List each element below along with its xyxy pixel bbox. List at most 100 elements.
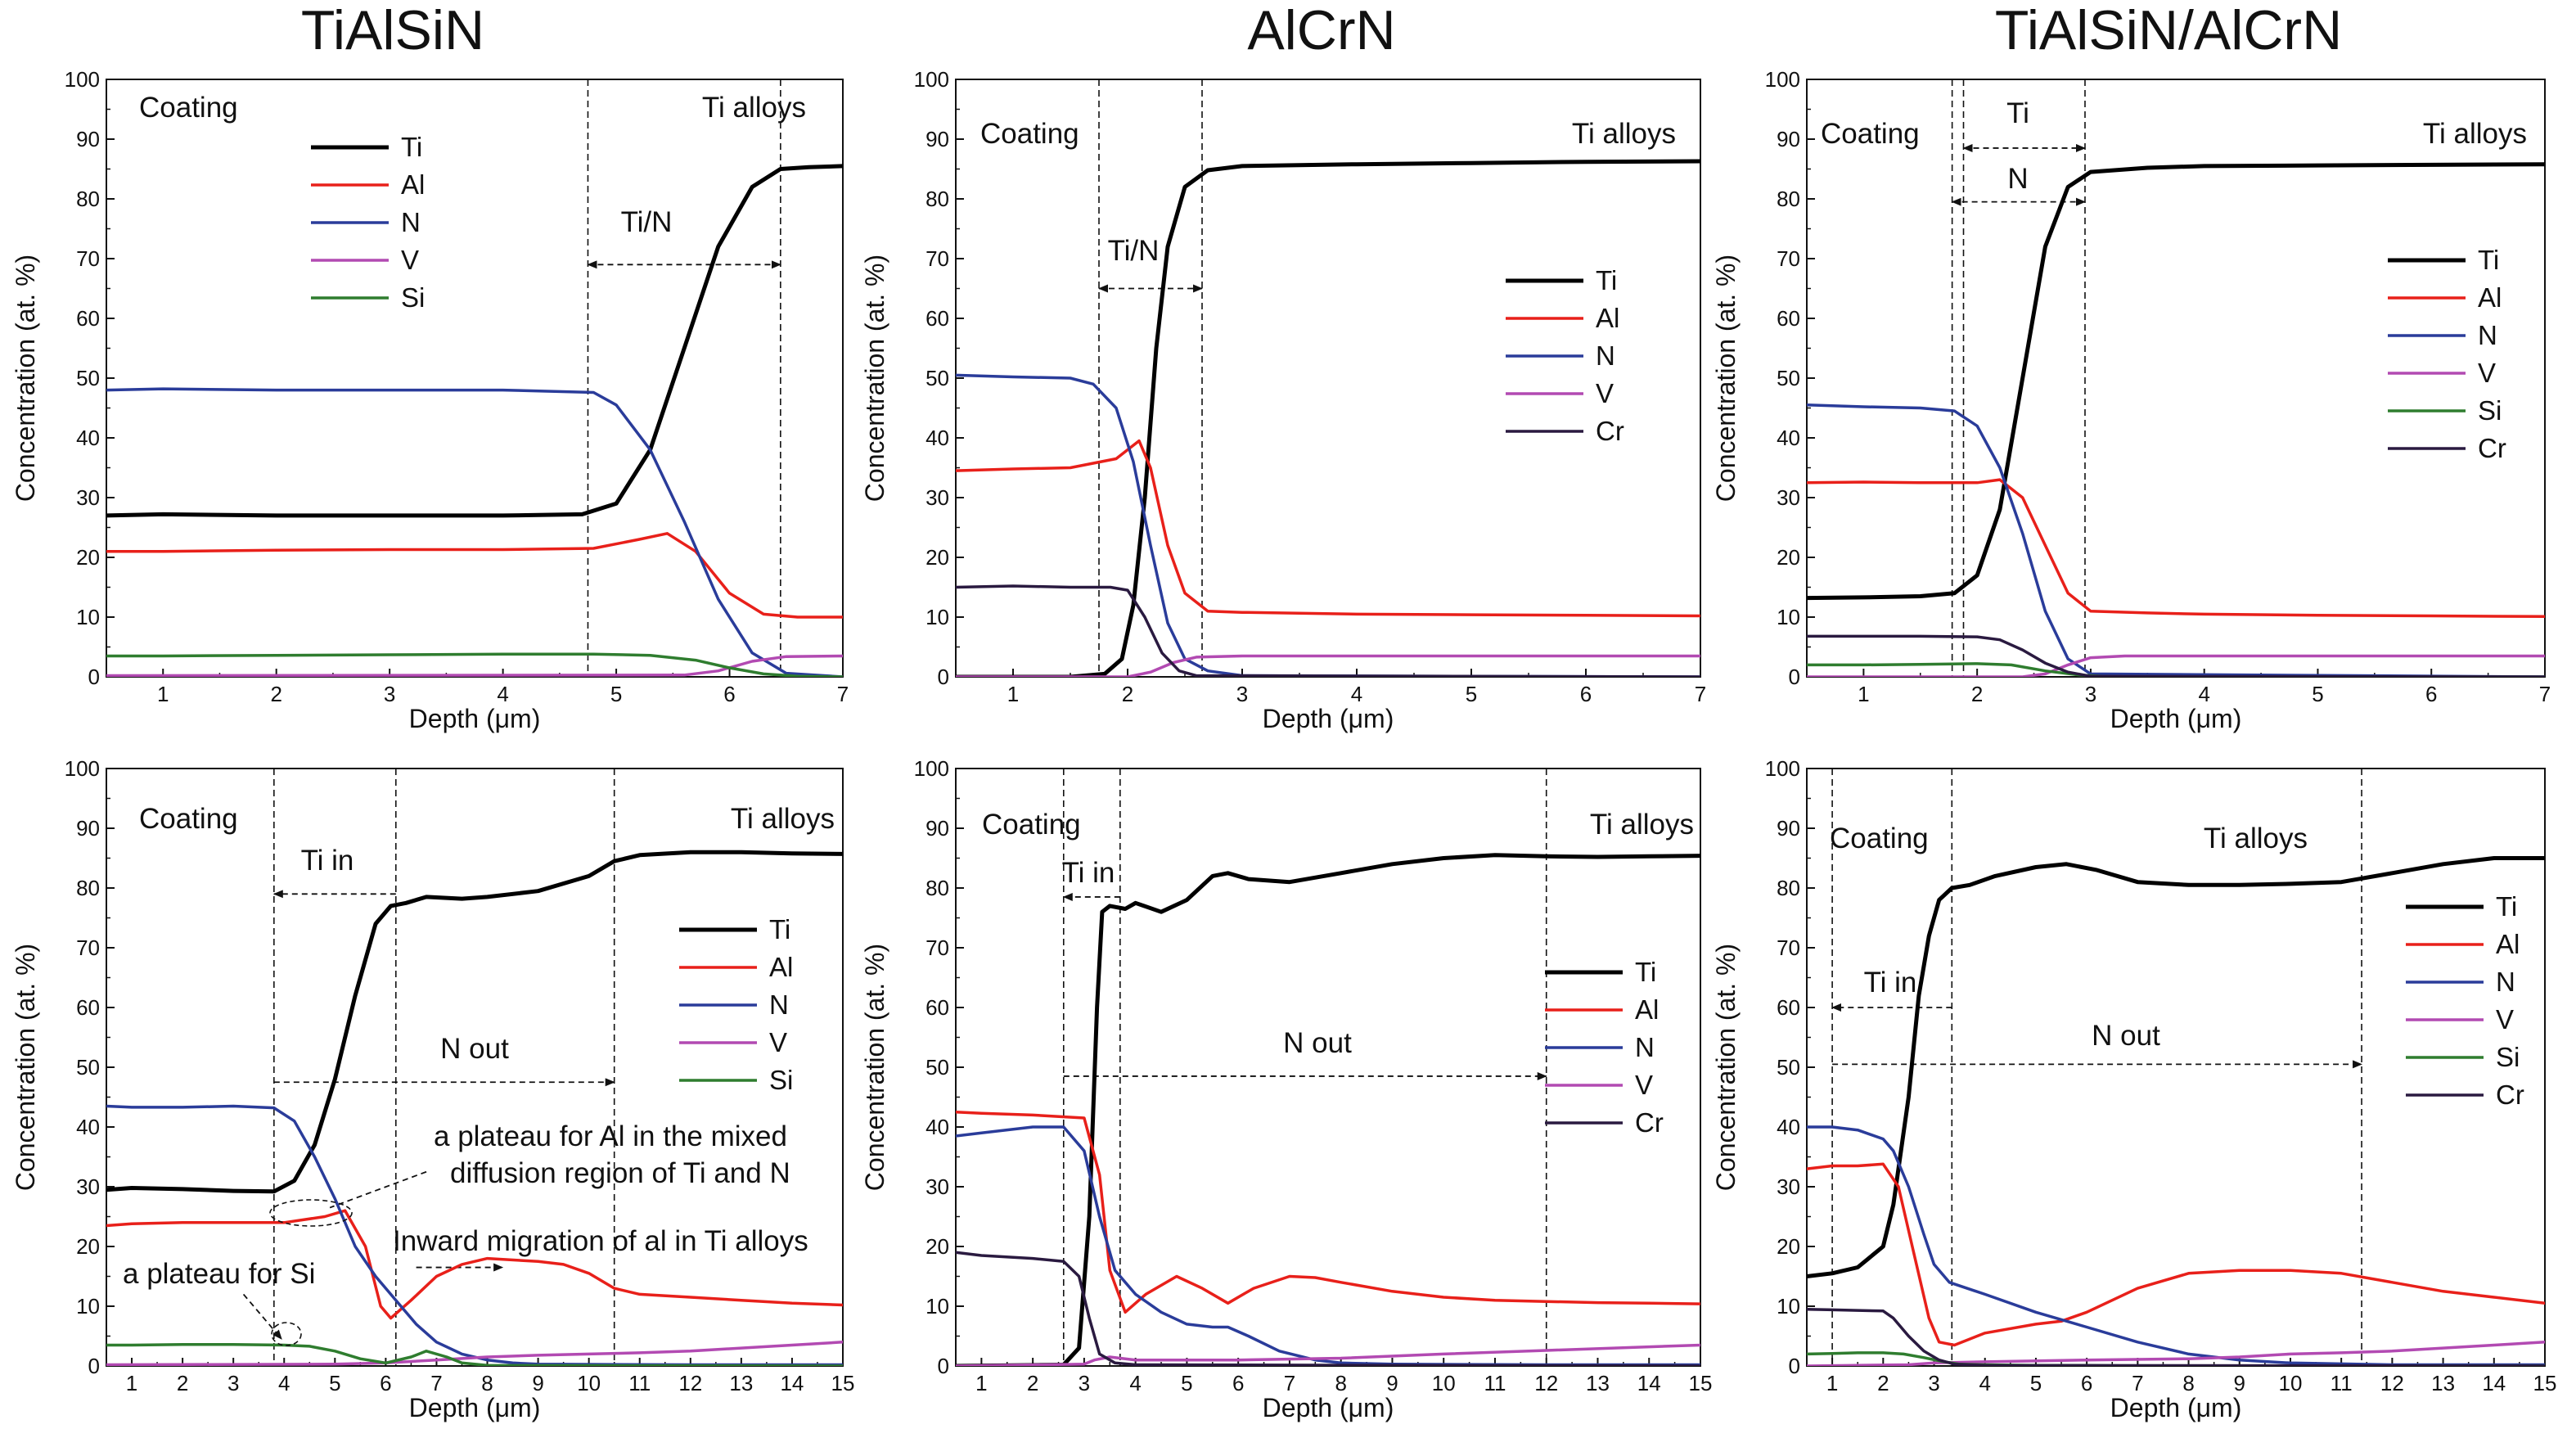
- y-tick-label: 80: [925, 187, 949, 211]
- y-tick-label: 30: [76, 1174, 100, 1199]
- x-axis-label: Depth (μm): [409, 704, 541, 733]
- y-tick-label: 20: [76, 545, 100, 570]
- x-tick-label: 5: [1466, 682, 1477, 706]
- x-tick-label: 3: [384, 682, 395, 706]
- legend-label-n: N: [2478, 320, 2497, 350]
- y-tick-label: 0: [88, 1354, 100, 1378]
- series-line-ti: [956, 159, 1700, 677]
- x-tick-label: 5: [329, 1371, 340, 1395]
- x-tick-label: 10: [577, 1371, 601, 1395]
- legend-label-ti: Ti: [1596, 265, 1617, 295]
- y-tick-label: 30: [1777, 485, 1800, 510]
- x-tick-label: 12: [678, 1371, 702, 1395]
- legend-label-v: V: [401, 245, 419, 275]
- series-line-cr: [1807, 1307, 2545, 1366]
- x-tick-label: 10: [2279, 1371, 2303, 1395]
- y-tick-label: 40: [925, 426, 949, 450]
- y-tick-label: 100: [65, 67, 100, 92]
- legend-label-al: Al: [2478, 282, 2502, 313]
- x-tick-label: 2: [270, 682, 281, 706]
- series-line-ti: [106, 850, 843, 1194]
- series-line-si: [106, 1342, 843, 1366]
- series-line-cr: [956, 1251, 1700, 1366]
- x-axis-label: Depth (μm): [2110, 1393, 2242, 1422]
- x-tick-label: 2: [177, 1371, 188, 1395]
- annotation-text: Ti alloys: [731, 803, 835, 835]
- y-tick-label: 50: [925, 1055, 949, 1080]
- annotation-text: Ti: [2006, 97, 2029, 129]
- x-tick-label: 13: [2431, 1371, 2455, 1395]
- x-tick-label: 15: [2533, 1371, 2557, 1395]
- x-tick-label: 11: [628, 1371, 651, 1395]
- y-tick-label: 90: [76, 127, 100, 151]
- x-tick-label: 4: [1129, 1371, 1141, 1395]
- series-group: [956, 159, 1700, 677]
- x-axis-label: Depth (μm): [409, 1393, 541, 1422]
- y-tick-label: 60: [925, 306, 949, 331]
- series-line-n: [956, 373, 1700, 677]
- x-tick-label: 3: [227, 1371, 239, 1395]
- annotation-text: N out: [440, 1033, 509, 1065]
- legend-label-n: N: [2496, 967, 2515, 997]
- annotation-text: Coating: [139, 92, 238, 124]
- series-line-al: [1807, 478, 2545, 619]
- x-tick-label: 1: [1858, 682, 1869, 706]
- y-tick-label: 100: [1765, 756, 1800, 781]
- annotation-text: Ti/N: [1108, 235, 1160, 267]
- y-axis-label: Concentration (at. %): [860, 255, 889, 502]
- x-tick-label: 5: [610, 682, 622, 706]
- series-line-cr: [956, 584, 1700, 677]
- y-tick-label: 100: [914, 756, 949, 781]
- annotation-text: Coating: [980, 118, 1079, 150]
- annotation-text: N: [2007, 163, 2028, 195]
- y-tick-label: 50: [1777, 1055, 1800, 1080]
- y-tick-label: 90: [925, 127, 949, 151]
- annotation-text: Ti alloys: [1572, 118, 1676, 150]
- x-tick-label: 7: [837, 682, 849, 706]
- y-tick-label: 30: [76, 485, 100, 510]
- x-tick-label: 2: [1877, 1371, 1889, 1395]
- legend-label-ti: Ti: [401, 132, 422, 162]
- y-tick-label: 80: [1777, 187, 1800, 211]
- legend-label-ti: Ti: [1635, 957, 1656, 987]
- x-tick-label: 4: [1351, 682, 1362, 706]
- y-tick-label: 80: [76, 187, 100, 211]
- x-tick-label: 8: [1335, 1371, 1346, 1395]
- legend-label-v: V: [2496, 1004, 2514, 1035]
- y-axis-label: Concentration (at. %): [11, 255, 40, 502]
- series-line-v: [956, 654, 1700, 677]
- x-tick-label: 4: [2198, 682, 2209, 706]
- y-tick-label: 10: [925, 605, 949, 629]
- y-axis-label: Concentration (at. %): [860, 944, 889, 1191]
- x-tick-label: 4: [497, 682, 508, 706]
- annotation-text: Ti/N: [621, 206, 673, 238]
- annotation-text: diffusion region of Ti and N: [450, 1157, 790, 1189]
- series-line-n: [106, 387, 843, 677]
- x-axis-label: Depth (μm): [1263, 1393, 1394, 1422]
- x-tick-label: 9: [532, 1371, 543, 1395]
- x-tick-label: 12: [1534, 1371, 1558, 1395]
- legend-label-si: Si: [401, 282, 425, 313]
- x-tick-label: 1: [975, 1371, 987, 1395]
- series-line-al: [956, 439, 1700, 618]
- series-line-al: [956, 1111, 1700, 1314]
- annotation-arrow: [329, 1170, 427, 1209]
- x-axis-label: Depth (μm): [2110, 704, 2242, 733]
- y-tick-label: 100: [914, 67, 949, 92]
- x-tick-label: 11: [2331, 1371, 2353, 1395]
- legend-label-cr: Cr: [2478, 433, 2506, 463]
- panel-title: AlCrN: [1247, 0, 1395, 61]
- annotation-text: Ti in: [1062, 857, 1115, 889]
- y-tick-label: 80: [1777, 876, 1800, 900]
- y-tick-label: 20: [925, 1234, 949, 1259]
- annotation-text: N out: [1283, 1027, 1352, 1059]
- x-tick-label: 7: [1284, 1371, 1295, 1395]
- y-tick-label: 60: [76, 995, 100, 1020]
- x-tick-label: 7: [430, 1371, 442, 1395]
- y-tick-label: 0: [1789, 665, 1800, 689]
- x-tick-label: 1: [126, 1371, 137, 1395]
- legend-label-si: Si: [769, 1065, 793, 1095]
- series-line-cr: [1807, 634, 2545, 677]
